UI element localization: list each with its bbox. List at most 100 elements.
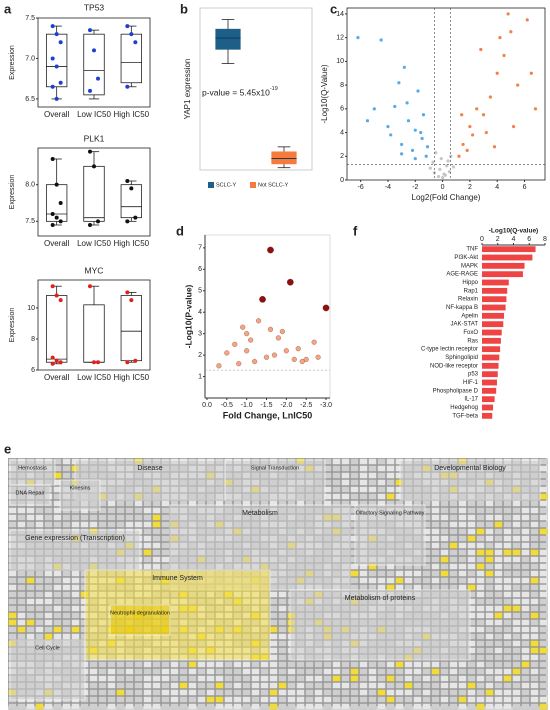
map-cell (8, 514, 17, 521)
y-tick-label: 8 (31, 336, 35, 343)
x-tick-label: -2 (412, 184, 418, 191)
map-cell (485, 689, 494, 696)
map-cell (233, 661, 242, 668)
map-cell (530, 696, 539, 703)
map-cell (467, 507, 476, 514)
data-point (96, 219, 100, 224)
y-tick-label: AGE-RAGE (446, 272, 478, 278)
data-point (481, 113, 486, 117)
map-cell (476, 591, 485, 598)
map-cell (368, 486, 377, 493)
map-cell (332, 486, 341, 493)
map-cell (404, 577, 413, 584)
map-cell (539, 661, 548, 668)
map-cell (494, 514, 503, 521)
map-cell (413, 703, 422, 710)
map-cell (350, 668, 359, 675)
map-cell (458, 563, 467, 570)
map-cell (368, 479, 377, 486)
map-cell (188, 661, 197, 668)
map-cell (278, 661, 287, 668)
map-cell (503, 500, 512, 507)
map-cell (476, 689, 485, 696)
map-cell (287, 703, 296, 710)
data-point (419, 130, 423, 135)
map-cell (467, 500, 476, 507)
map-cell (296, 703, 305, 710)
data-point (424, 154, 428, 158)
box (120, 33, 142, 84)
map-cell (377, 493, 386, 500)
map-cell (143, 507, 152, 514)
map-cell (359, 661, 368, 668)
map-cell (62, 633, 71, 640)
map-cell (503, 570, 512, 577)
map-cell (413, 570, 422, 577)
map-cell (53, 521, 62, 528)
pathway-label: DNA Repair (15, 490, 44, 496)
y-tick-label: 10 (27, 305, 35, 312)
map-cell (44, 626, 53, 633)
map-cell (422, 675, 431, 682)
map-cell (251, 703, 260, 710)
y-tick-label: 7.0 (25, 55, 35, 62)
y-tick-label: 6.5 (25, 96, 35, 103)
map-cell (269, 605, 278, 612)
map-cell (197, 661, 206, 668)
data-point (224, 350, 230, 356)
map-cell (431, 535, 440, 542)
map-cell (350, 479, 359, 486)
y-tick-label: p53 (468, 372, 479, 378)
data-point (129, 186, 134, 191)
map-cell (521, 584, 530, 591)
map-cell (476, 640, 485, 647)
map-cell (26, 612, 35, 619)
map-cell (296, 682, 305, 689)
map-cell (467, 556, 476, 563)
data-point (311, 339, 317, 345)
y-tick-label: TNF (466, 247, 478, 253)
map-cell (467, 682, 476, 689)
map-cell (440, 542, 449, 549)
y-tick-label: 0 (340, 177, 344, 184)
map-cell (332, 668, 341, 675)
map-cell (332, 465, 341, 472)
x-tick-label: 6 (523, 184, 527, 191)
data-point (267, 326, 274, 332)
map-cell (71, 591, 80, 598)
data-point (428, 166, 432, 170)
data-point (440, 176, 445, 180)
map-cell (305, 682, 314, 689)
map-cell (125, 703, 134, 710)
panel-label: f (353, 223, 358, 238)
map-cell (314, 675, 323, 682)
map-cell (116, 696, 125, 703)
map-cell (98, 703, 107, 710)
map-cell (458, 514, 467, 521)
map-cell (530, 619, 539, 626)
map-cell (206, 703, 215, 710)
map-cell (35, 612, 44, 619)
map-cell (269, 619, 278, 626)
map-cell (116, 689, 125, 696)
map-cell (512, 528, 521, 535)
y-tick-label: Ras (467, 338, 478, 344)
map-cell (431, 661, 440, 668)
map-cell (521, 535, 530, 542)
map-cell (161, 661, 170, 668)
map-cell (161, 668, 170, 675)
box (120, 184, 142, 219)
map-cell (224, 696, 233, 703)
data-point (445, 164, 449, 168)
map-cell (269, 612, 278, 619)
map-cell (431, 507, 440, 514)
map-cell (8, 584, 17, 591)
map-cell (269, 689, 278, 696)
data-point (96, 76, 100, 81)
map-cell (62, 577, 71, 584)
map-cell (152, 703, 161, 710)
map-cell (314, 696, 323, 703)
map-cell (431, 570, 440, 577)
map-cell (269, 703, 278, 710)
